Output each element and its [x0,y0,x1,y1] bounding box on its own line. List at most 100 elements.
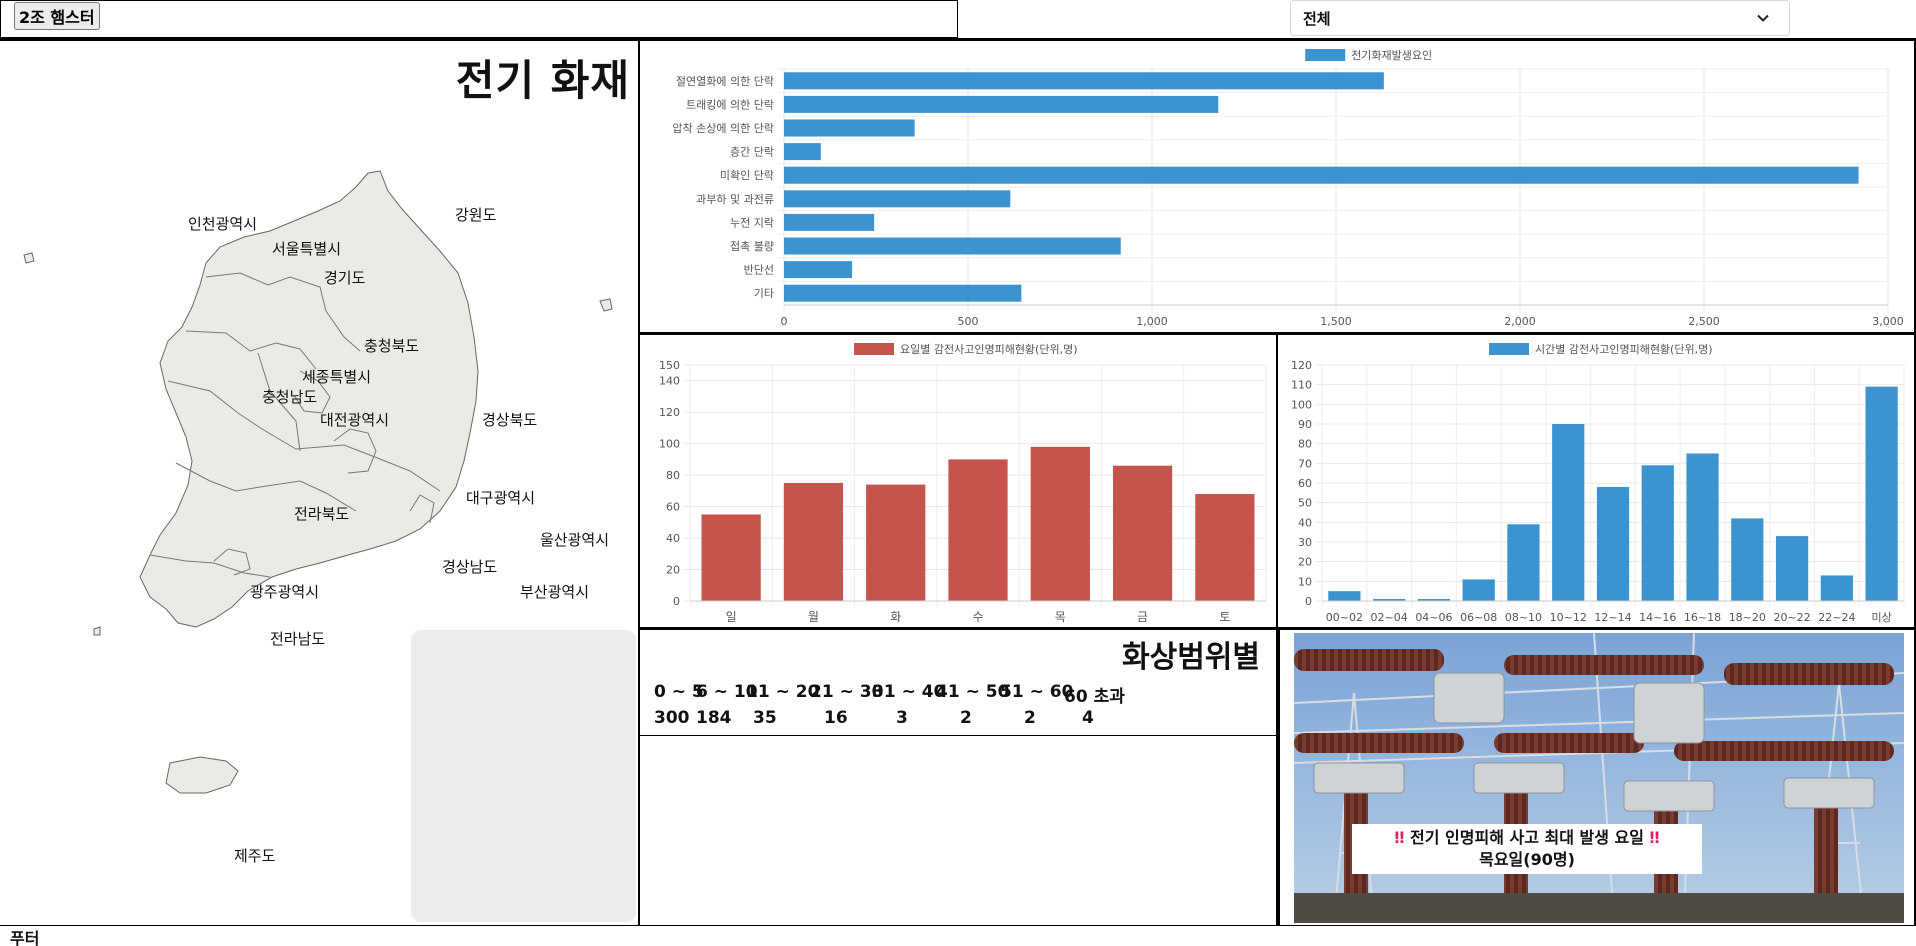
island-ulleung [599,298,613,312]
region-label-daegu[interactable]: 대구광역시 [466,489,536,507]
bar [1507,524,1540,601]
y-tick-label: 80 [1298,438,1312,451]
burn-range-header: 6 ~ 10 [696,682,758,702]
legend-swatch [854,343,894,355]
x-tick-label: 1,500 [1320,315,1352,328]
y-tick-label: 압착 손상에 의한 단락 [672,122,774,135]
y-tick-label: 10 [1298,575,1312,588]
y-tick-label: 150 [659,359,680,372]
region-label-chungnam[interactable]: 충청남도 [262,388,318,406]
burn-range-value: 184 [696,708,732,728]
bar [1596,486,1630,601]
burn-range-header: 51 ~ 60 [1000,682,1074,702]
bar [784,213,875,231]
x-tick-label: 일 [726,610,737,624]
region-select[interactable]: 전체 [1290,0,1790,36]
x-tick-label: 02~04 [1371,611,1408,624]
burn-range-title: 화상범위별 [1122,640,1260,675]
max-day-notice: ‼ 전기 인명피해 사고 최대 발생 요일 ‼ 목요일(90명) [1352,824,1702,874]
empty-panel [638,736,1278,926]
x-tick-label: 22~24 [1818,611,1855,624]
bar [784,284,1022,302]
map-title: 전기 화재 [455,56,630,105]
fire-cause-chart: 전기화재발생요인 0 500 1,000 1,500 2,000 2,500 3,000 절연열… [672,49,1904,328]
bar [784,95,1219,113]
y-tick-label: 80 [666,469,680,482]
burn-range-values: 300 184 35 16 3 2 2 4 [654,708,1128,728]
top-bar: 2조 햄스터 [0,0,958,38]
x-tick-label: 06~08 [1460,611,1497,624]
region-label-gyeongnam[interactable]: 경상남도 [442,558,498,576]
x-tick-label: 1,000 [1136,315,1168,328]
x-tick-label: 월 [808,610,819,624]
region-label-incheon[interactable]: 인천광역시 [188,215,258,233]
bar [1865,386,1898,601]
legend-label: 시간별 감전사고인명피해현황(단위,명) [1535,342,1713,356]
burn-range-value: 2 [1024,708,1036,728]
transformer-photo [1294,633,1904,923]
team-button[interactable]: 2조 햄스터 [14,2,100,30]
x-tick-label: 금 [1137,610,1148,624]
region-label-busan[interactable]: 부산광역시 [520,583,590,601]
korea-map [23,170,613,794]
x-tick-label: 16~18 [1684,611,1721,624]
weekday-panel: 요일별 감전사고인명피해현황(단위,명) 0 20 40 60 80 100 120 140 15… [638,335,1278,630]
bar [1030,446,1090,601]
y-tick-label: 120 [659,406,680,419]
bar [1462,579,1495,601]
region-label-jeonnam[interactable]: 전라남도 [270,630,326,648]
map-info-box [411,630,636,922]
region-label-ulsan[interactable]: 울산광역시 [540,531,610,549]
region-label-sejong[interactable]: 세종특별시 [302,368,372,386]
alert-icon: ‼ [1649,828,1660,847]
bar [948,459,1008,601]
x-tick-label: 2,500 [1688,315,1720,328]
footer: 푸터 [10,929,40,946]
bar [1373,599,1406,601]
bar [783,483,844,601]
y-tick-label: 40 [1298,516,1312,529]
bar [784,190,1011,208]
bar [701,514,761,601]
y-tick-label: 110 [1291,379,1312,392]
y-tick-label: 0 [1305,595,1312,608]
y-tick-label: 20 [666,564,680,577]
x-tick-label: 미상 [1871,611,1891,624]
region-label-gwangju[interactable]: 광주광역시 [250,583,320,601]
header-divider [0,38,1916,41]
x-tick-label: 2,000 [1504,315,1536,328]
chevron-down-icon [1757,14,1769,22]
y-tick-label: 누전 지락 [730,216,774,229]
bar [784,143,821,161]
x-tick-label: 토 [1219,610,1230,624]
y-tick-label: 접촉 불량 [730,240,774,253]
fire-cause-panel: 전기화재발생요인 0 500 1,000 1,500 2,000 2,500 3,000 절연열… [638,41,1916,335]
y-tick-label: 층간 단락 [730,146,774,159]
x-tick-label: 12~14 [1594,611,1631,624]
y-tick-label: 100 [659,438,680,451]
x-tick-label: 04~06 [1415,611,1452,624]
map-panel: 전기 화재 인천광역시 서울특별시 경기도 강원도 충청북도 세종특별시 충청남… [0,41,638,925]
y-tick-label: 절연열화에 의한 단락 [676,75,774,88]
burn-range-header: 11 ~ 20 [746,682,820,702]
y-tick-label: 반단선 [744,264,774,277]
region-label-jeonbuk[interactable]: 전라북도 [294,505,350,523]
region-label-gyeongbuk[interactable]: 경상북도 [482,411,538,429]
jeju-shape [165,756,239,794]
burn-range-header: 60 초과 [1064,687,1125,707]
bar [1731,518,1764,601]
notice-line-1: 전기 인명피해 사고 최대 발생 요일 [1410,828,1644,847]
region-label-daejeon[interactable]: 대전광역시 [320,411,390,429]
region-label-chungbuk[interactable]: 충청북도 [364,337,420,355]
burn-range-header: 21 ~ 30 [810,682,884,702]
region-label-gyeonggi[interactable]: 경기도 [324,269,366,287]
hour-chart: 시간별 감전사고인명피해현황(단위,명) 0 10 20 30 40 50 60 70 80 90 1… [1291,342,1905,624]
y-tick-label: 60 [1298,477,1312,490]
photo-panel: ‼ 전기 인명피해 사고 최대 발생 요일 ‼ 목요일(90명) [1278,630,1916,926]
island-sw [93,626,101,636]
region-label-gangwon[interactable]: 강원도 [455,206,497,224]
region-label-seoul[interactable]: 서울특별시 [272,240,342,258]
region-label-jeju[interactable]: 제주도 [234,847,276,865]
burn-range-value: 16 [824,708,848,728]
x-tick-label: 수 [972,610,983,624]
